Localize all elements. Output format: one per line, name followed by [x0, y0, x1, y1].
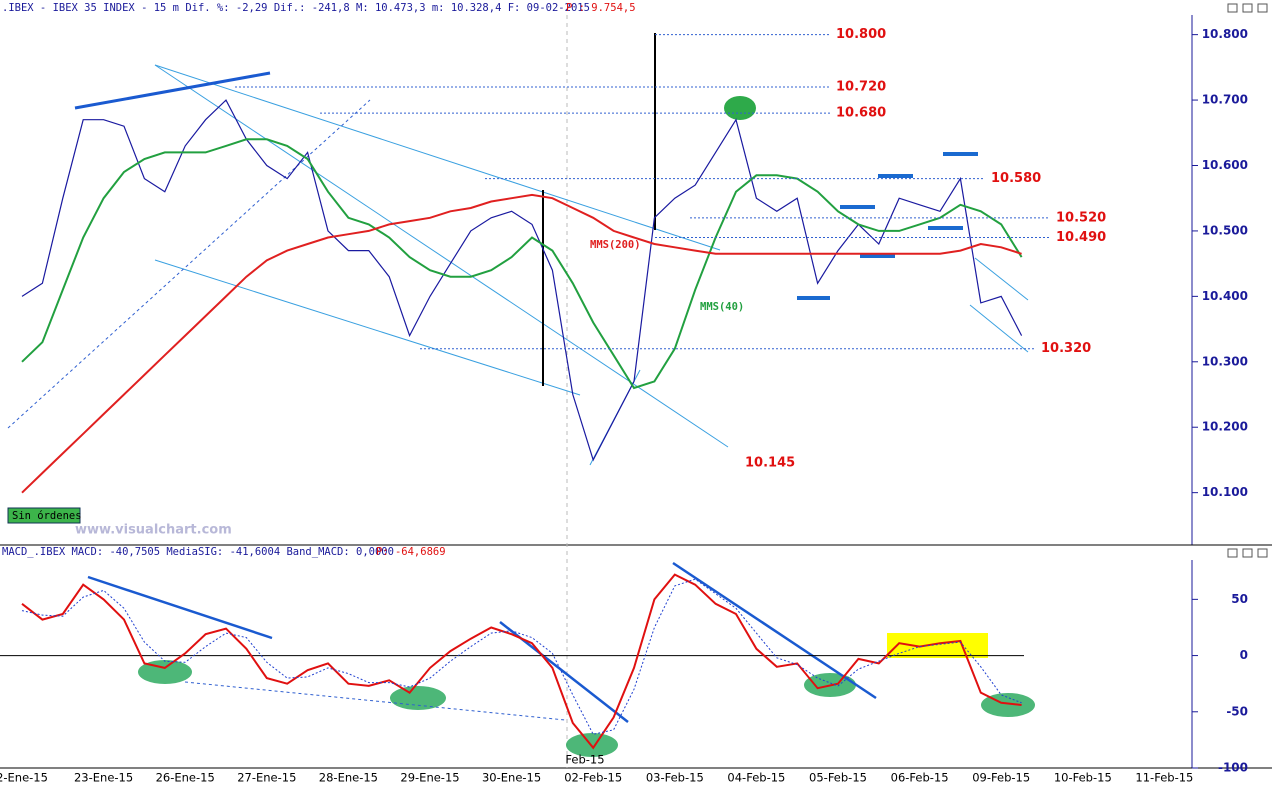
- btn[interactable]: [1257, 3, 1268, 13]
- level-label: 10.720: [836, 79, 886, 94]
- x-tick-label: 04-Feb-15: [727, 771, 785, 785]
- y-tick-label: 10.800: [1202, 27, 1248, 41]
- x-tick-label: 03-Feb-15: [646, 771, 704, 785]
- level-label: 10.145: [745, 456, 795, 471]
- y-tick-label: -100: [1218, 761, 1248, 775]
- x-tick-label: 27-Ene-15: [237, 771, 296, 785]
- x-tick-label: 29-Ene-15: [400, 771, 459, 785]
- level-label: 10.320: [1041, 341, 1091, 356]
- trend-line: [969, 304, 1029, 353]
- status: Sin órdenes: [12, 510, 82, 522]
- x-tick-label: 2-Ene-15: [0, 771, 48, 785]
- y-tick-label: 50: [1231, 592, 1248, 606]
- x-tick-label: 02-Feb-15: [564, 771, 622, 785]
- highlight: [724, 96, 756, 120]
- x-tick-label: 26-Ene-15: [156, 771, 215, 785]
- trend-line: [184, 681, 566, 721]
- btn[interactable]: [1227, 3, 1238, 13]
- x-tick-label: 05-Feb-15: [809, 771, 867, 785]
- window-buttons: [1227, 3, 1268, 558]
- trend-line: [154, 64, 721, 251]
- trend-line: [974, 257, 1029, 301]
- trend-line: [154, 259, 581, 396]
- btn[interactable]: [1242, 3, 1253, 13]
- highlight-box: [887, 633, 988, 658]
- btn[interactable]: [1242, 548, 1253, 558]
- level-label: 10.800: [836, 27, 886, 42]
- trend-line: [672, 561, 877, 700]
- y-tick-label: 10.600: [1202, 158, 1248, 172]
- x-tick-label: 30-Ene-15: [482, 771, 541, 785]
- y-tick-label: 10.300: [1202, 354, 1248, 368]
- y-tick-label: -50: [1226, 704, 1248, 718]
- session-label: Feb-15: [565, 753, 604, 767]
- x-tick-label: 09-Feb-15: [972, 771, 1030, 785]
- price-axis-strip: [1192, 15, 1272, 545]
- series-label: MMS(200): [590, 239, 641, 251]
- x-tick-label: 11-Feb-15: [1135, 771, 1193, 785]
- x-tick-label: 10-Feb-15: [1054, 771, 1112, 785]
- y-tick-label: 10.400: [1202, 289, 1248, 303]
- y-tick-label: 10.100: [1202, 485, 1248, 499]
- y-tick-label: 10.200: [1202, 420, 1248, 434]
- status-box: [7, 507, 81, 524]
- level-label: 10.680: [836, 106, 886, 121]
- y-tick-label: 0: [1240, 648, 1248, 662]
- series-label: MMS(40): [700, 301, 744, 313]
- y-tick-label: 10.700: [1202, 93, 1248, 107]
- y-tick-label: 10.500: [1202, 223, 1248, 237]
- trend-line: [74, 71, 271, 110]
- x-tick-label: 23-Ene-15: [74, 771, 133, 785]
- level-label: 10.490: [1056, 230, 1106, 245]
- macd-header-extra: P: -64,6869: [376, 546, 446, 558]
- btn[interactable]: [1257, 548, 1268, 558]
- series-line: [21, 193, 1022, 494]
- series-line: [21, 138, 1023, 390]
- btn[interactable]: [1227, 548, 1238, 558]
- x-tick-label: 06-Feb-15: [891, 771, 949, 785]
- price-header-extra: P : 9.754,5: [566, 2, 636, 14]
- series-line: [21, 573, 1022, 750]
- price-header: .IBEX - IBEX 35 INDEX - 15 m Dif. %: -2,…: [2, 2, 590, 14]
- highlight: [138, 660, 192, 684]
- watermark: www.visualchart.com: [75, 523, 232, 538]
- trend-line: [87, 575, 273, 640]
- level-label: 10.580: [991, 171, 1041, 186]
- level-label: 10.520: [1056, 210, 1106, 225]
- highlight: [390, 686, 446, 710]
- series-line: [21, 99, 1023, 462]
- x-tick-label: 28-Ene-15: [319, 771, 378, 785]
- macd-header: MACD_.IBEX MACD: -40,7505 MediaSIG: -41,…: [2, 546, 394, 558]
